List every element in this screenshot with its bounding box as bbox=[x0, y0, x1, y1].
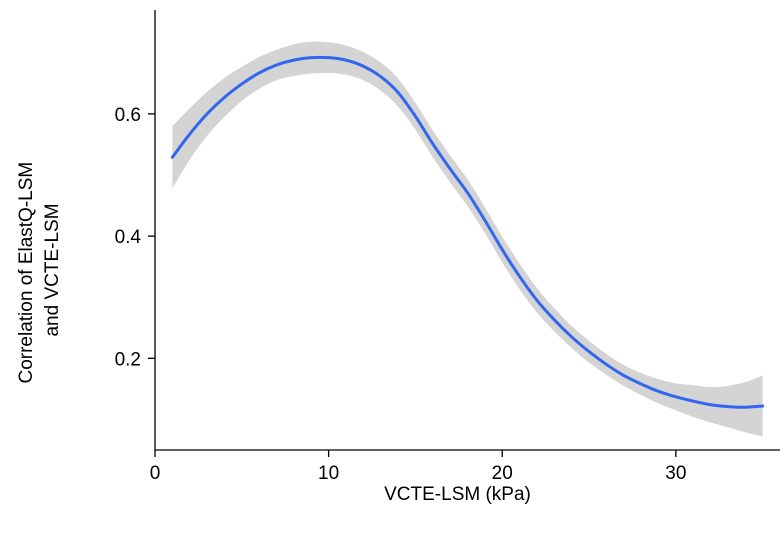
y-axis-label-line-2: and VCTE-LSM bbox=[42, 203, 63, 336]
y-tick-label: 0.6 bbox=[115, 105, 141, 126]
x-axis-label: VCTE-LSM (kPa) bbox=[384, 484, 531, 505]
x-tick-label: 0 bbox=[150, 463, 161, 484]
y-tick-label: 0.4 bbox=[115, 227, 142, 248]
x-tick-label: 10 bbox=[318, 463, 339, 484]
smooth-fit-line bbox=[170, 55, 765, 409]
y-axis-label: Correlation of ElastQ-LSM and VCTE-LSM bbox=[16, 156, 63, 383]
y-tick-label: 0.2 bbox=[115, 349, 141, 370]
x-ticks: 0 10 20 30 bbox=[150, 450, 686, 484]
confidence-band bbox=[172, 41, 763, 437]
confidence-band-layer bbox=[172, 41, 763, 437]
y-axis-label-line-1: Correlation of ElastQ-LSM bbox=[16, 162, 37, 384]
x-tick-label: 30 bbox=[665, 463, 686, 484]
y-ticks: 0.2 0.4 0.6 bbox=[115, 105, 155, 370]
x-tick-label: 20 bbox=[492, 463, 513, 484]
line-layer bbox=[170, 55, 765, 409]
